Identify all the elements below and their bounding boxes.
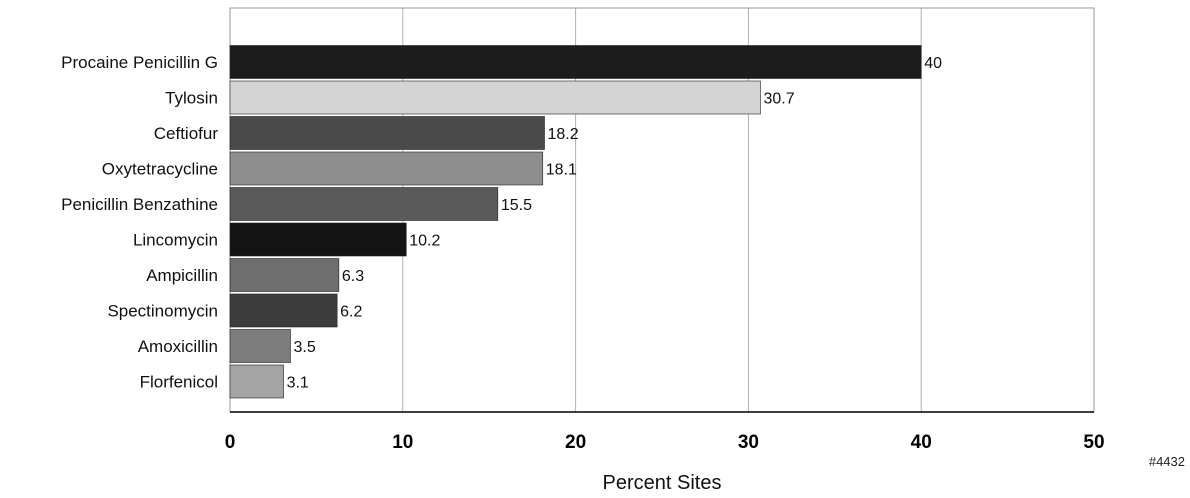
x-tick-label: 50 — [1083, 432, 1104, 453]
x-tick-label: 20 — [565, 432, 586, 453]
category-label: Lincomycin — [133, 231, 218, 250]
x-tick-label: 10 — [392, 432, 413, 453]
x-tick-label: 0 — [225, 432, 236, 453]
category-label: Ceftiofur — [154, 124, 219, 143]
category-label: Ampicillin — [146, 266, 218, 285]
value-label: 3.1 — [287, 375, 309, 392]
value-labels: 40 30.7 18.2 18.1 15.5 10.2 6.3 6.2 3.5 3.1 — [287, 55, 943, 392]
category-labels: Procaine Penicillin G Tylosin Ceftiofur Oxy… — [61, 53, 218, 392]
x-tick-label: 40 — [911, 432, 932, 453]
bar — [229, 364, 284, 399]
bar — [229, 293, 338, 328]
bar — [229, 116, 545, 150]
figure-code: #4432 — [1149, 454, 1185, 469]
category-label: Oxytetracycline — [102, 160, 218, 179]
value-label: 10.2 — [409, 233, 440, 250]
category-label: Spectinomycin — [107, 302, 218, 321]
value-label: 15.5 — [501, 197, 532, 214]
value-label: 18.2 — [547, 126, 578, 143]
value-label: 30.7 — [763, 91, 794, 108]
bar — [229, 45, 922, 79]
x-tick-labels: 0 10 20 30 40 50 — [225, 432, 1105, 453]
value-label: 40 — [924, 55, 942, 72]
value-label: 18.1 — [546, 162, 577, 179]
value-label: 3.5 — [293, 339, 315, 356]
bar — [229, 329, 291, 363]
category-label: Procaine Penicillin G — [61, 53, 218, 72]
category-label: Florfenicol — [140, 373, 218, 392]
category-label: Tylosin — [165, 89, 218, 108]
category-label: Penicillin Benzathine — [61, 195, 218, 214]
bar — [229, 258, 340, 292]
bar — [229, 187, 499, 221]
bar — [229, 222, 407, 257]
bar — [229, 151, 544, 186]
x-tick-label: 30 — [738, 432, 759, 453]
bars — [229, 45, 922, 399]
category-label: Amoxicillin — [138, 337, 218, 356]
value-label: 6.2 — [340, 304, 362, 321]
bar — [229, 80, 761, 115]
x-axis-title: Percent Sites — [603, 472, 722, 494]
value-label: 6.3 — [342, 268, 364, 285]
